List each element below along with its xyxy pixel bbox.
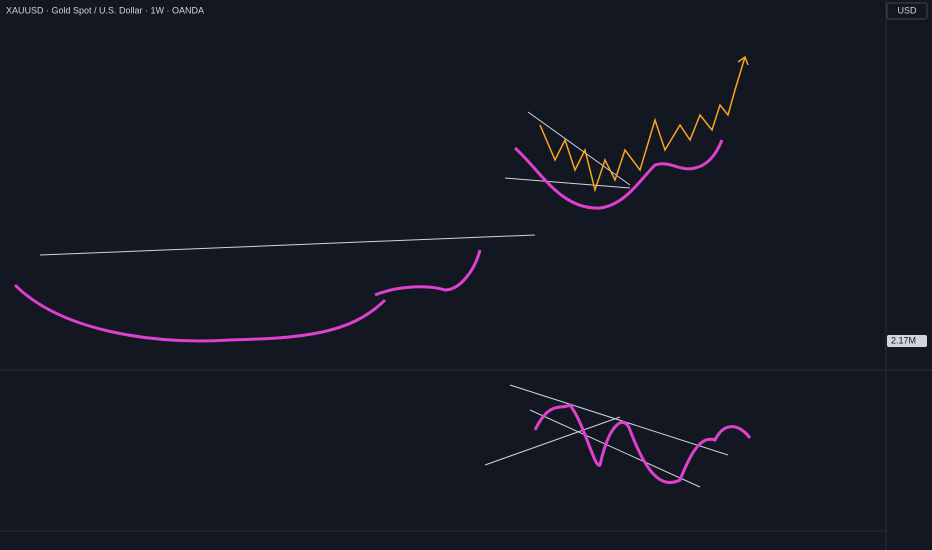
volume-box [887,335,927,347]
drawings [13,55,752,488]
trendline [504,177,631,189]
trendline [484,416,621,466]
volume-label: 2.17M [891,335,916,345]
curve [374,249,482,297]
curve [514,139,724,210]
trendline [509,384,729,456]
unit-label: USD [897,5,917,15]
chart-title: XAUUSD · Gold Spot / U.S. Dollar · 1W · … [6,5,204,15]
trendline [527,111,631,186]
projection [539,55,749,193]
trendline [39,234,536,256]
curve [13,283,387,343]
rsi-projection [533,403,752,484]
trendline [529,409,701,488]
unit-box [886,2,928,20]
